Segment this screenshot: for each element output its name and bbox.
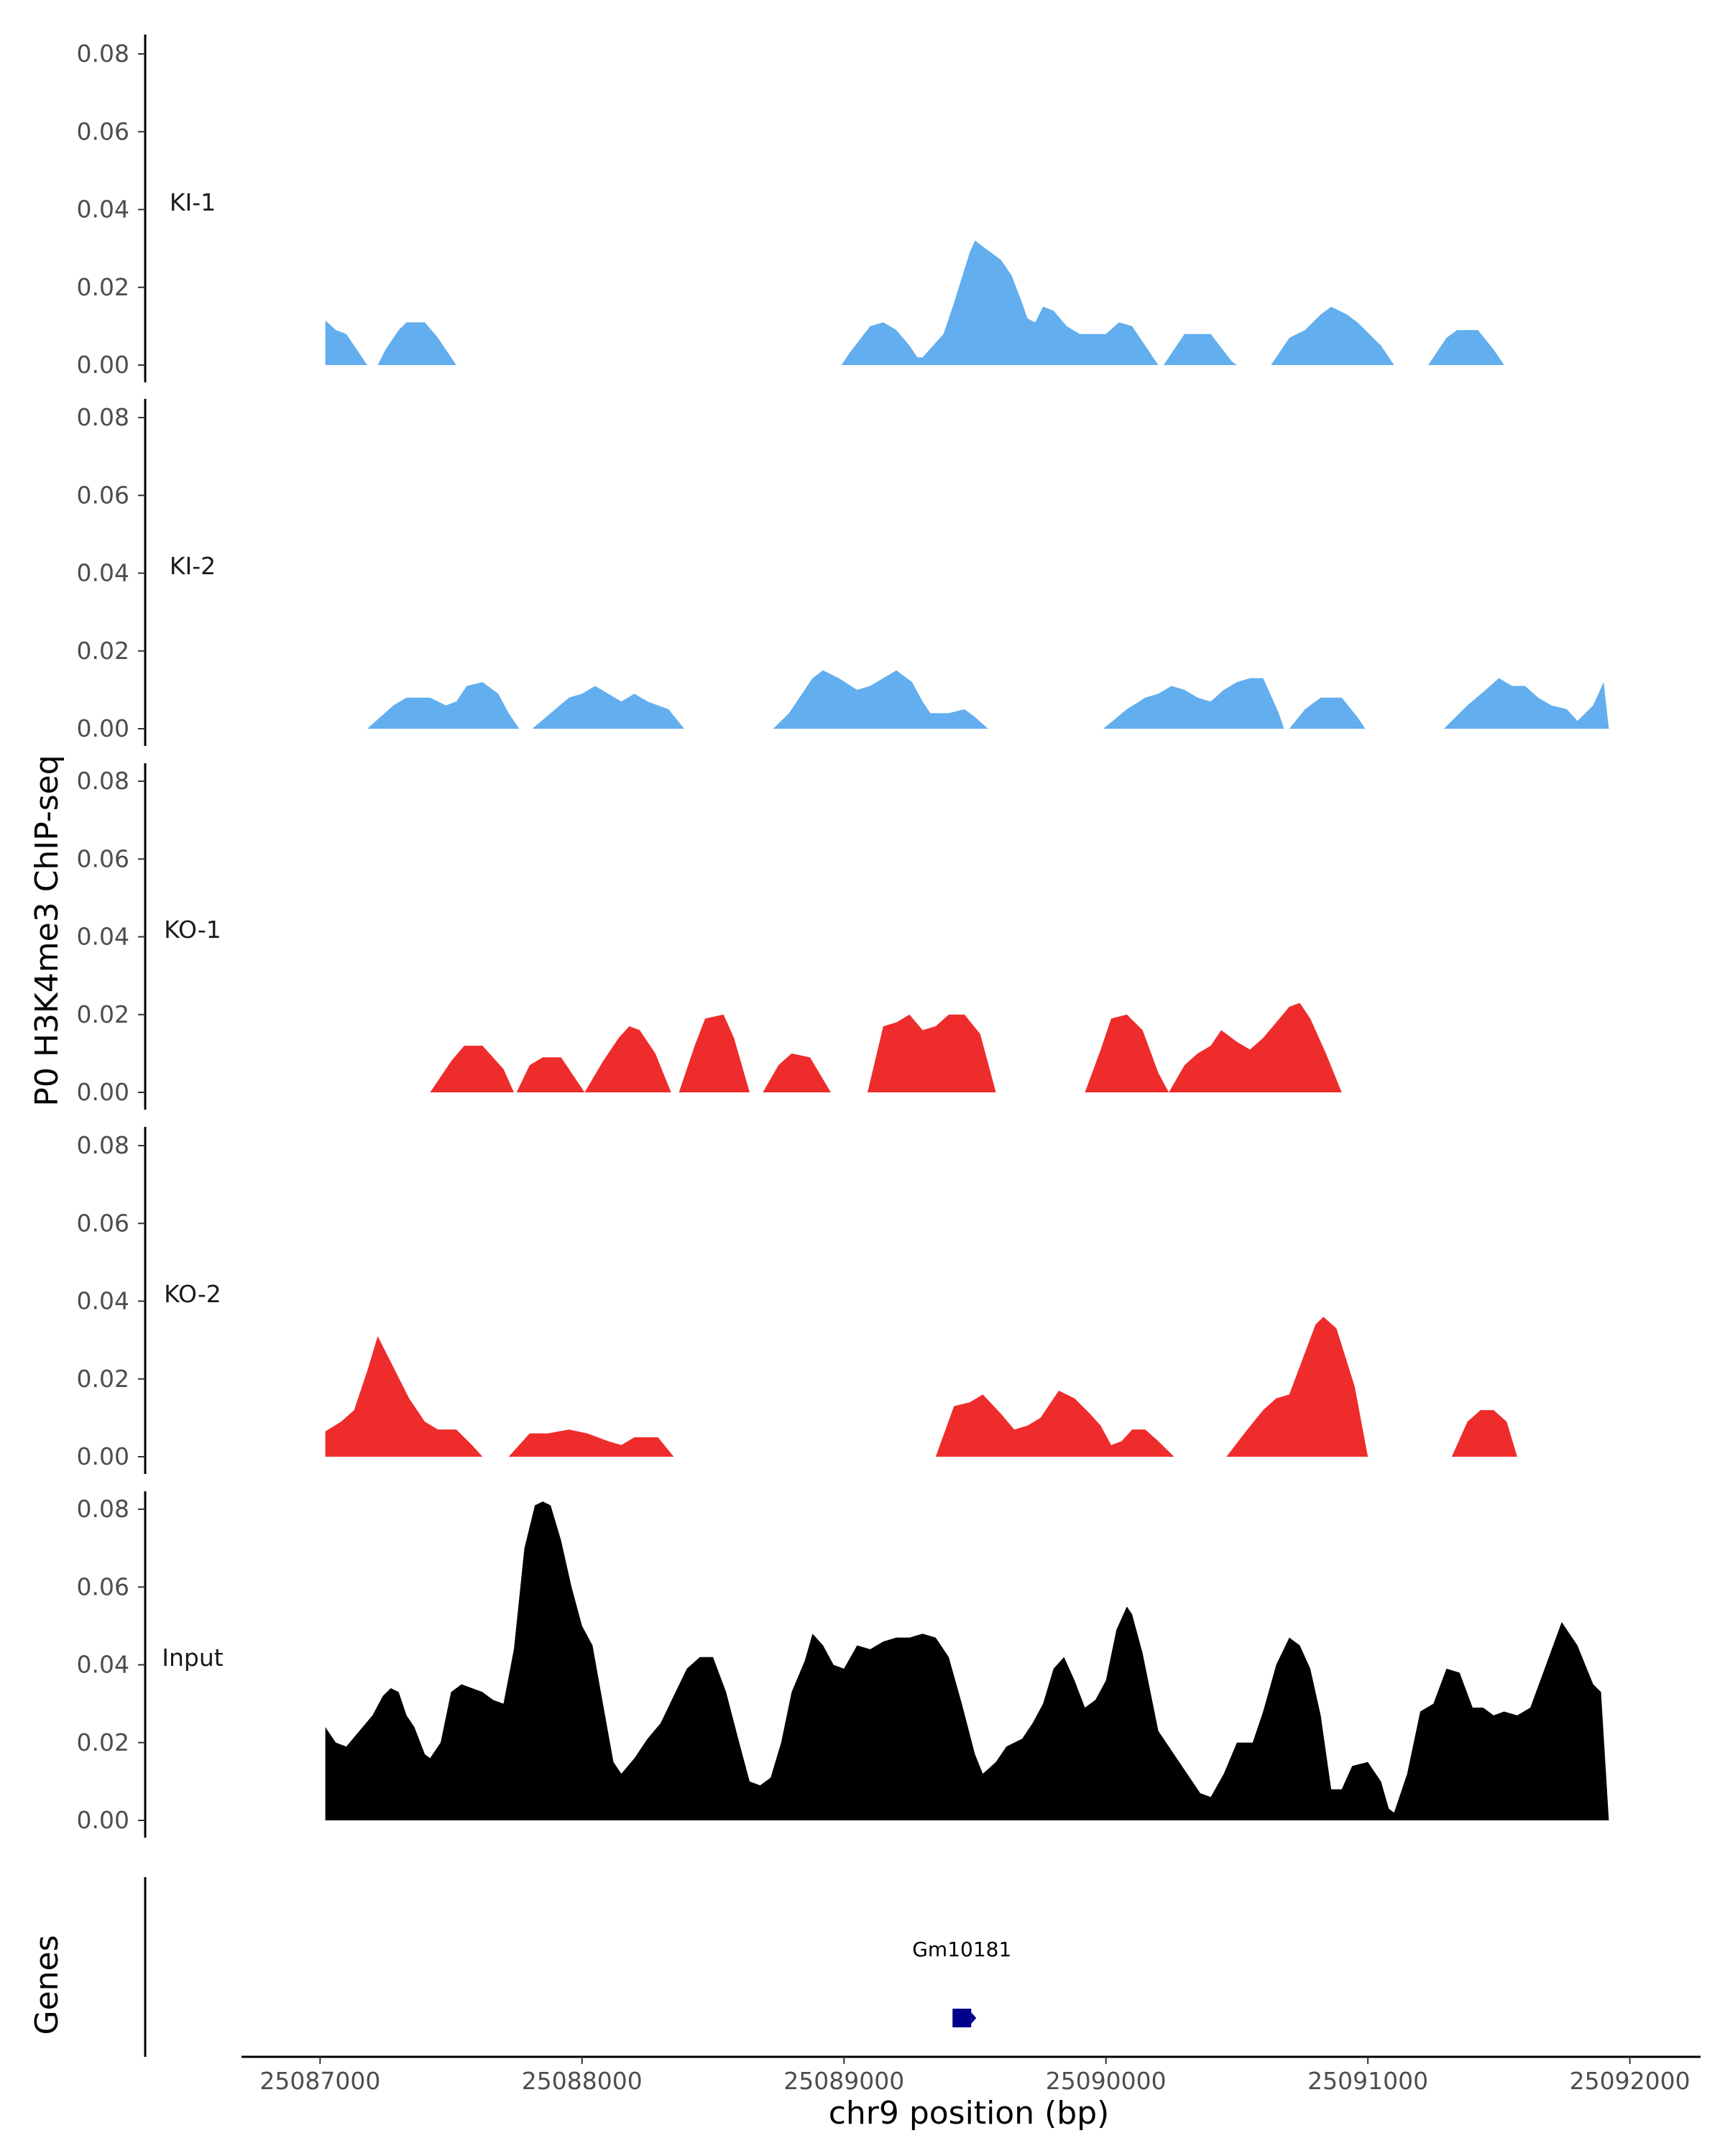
x-tick-label: 25087000	[259, 2067, 380, 2095]
signal-area-ki-1-5	[1271, 306, 1394, 365]
track-label-ki-1: KI-1	[170, 188, 216, 216]
track-ki-2: 0.00 0.02 0.04 0.06 0.08 KI-2	[77, 399, 1609, 746]
y-tick-label: 0.06	[77, 1209, 129, 1237]
signal-area-ko-2-1	[325, 1336, 483, 1457]
y-tick-label: 0.06	[77, 117, 129, 145]
track-ki-1: 0.00 0.02 0.04 0.06 0.08 KI-1	[77, 34, 1504, 382]
y-tick-label: 0.08	[77, 1131, 129, 1159]
y-tick-label: 0.08	[77, 403, 129, 431]
signal-area-ki-2-6	[1443, 678, 1609, 729]
y-axis-title: P0 H3K4me3 ChIP-seq	[29, 755, 65, 1106]
y-tick-label: 0.02	[77, 1000, 129, 1028]
x-tick-label: 25092000	[1570, 2067, 1690, 2095]
signal-area-ki-1-3	[841, 240, 1159, 365]
y-tick-label: 0.04	[77, 923, 129, 951]
signal-area-ko-1-7	[1085, 1014, 1169, 1092]
y-tick-label: 0.00	[77, 1442, 129, 1470]
y-tick-label: 0.02	[77, 1365, 129, 1393]
x-axis: 25087000 25088000 25089000 25090000 25091000…	[242, 2055, 1701, 2095]
signal-area-ki-2-5	[1289, 697, 1366, 729]
track-ko-1: 0.00 0.02 0.04 0.06 0.08 KO-1	[77, 763, 1342, 1110]
y-tick-label: 0.00	[77, 1806, 129, 1834]
track-label-ko-2: KO-2	[164, 1280, 221, 1308]
signal-area-ko-2-4	[1226, 1317, 1368, 1457]
y-tick-label: 0.04	[77, 1651, 129, 1679]
gene-strand-arrow	[971, 2012, 977, 2024]
signal-area-ki-1-1	[325, 320, 367, 365]
signal-area-ko-1-4	[678, 1014, 750, 1092]
x-axis-title: chr9 position (bp)	[829, 2095, 1110, 2132]
y-tick-label: 0.04	[77, 559, 129, 587]
y-tick-label: 0.06	[77, 1572, 129, 1600]
signal-area-ki-2-2	[532, 686, 684, 729]
signal-area-ki-2-4	[1103, 678, 1284, 729]
signal-area-ki-2-3	[773, 670, 988, 729]
y-tick-label: 0.04	[77, 1287, 129, 1315]
x-tick-label: 25090000	[1046, 2067, 1167, 2095]
signal-area-ko-1-6	[868, 1014, 996, 1092]
x-tick-label: 25089000	[783, 2067, 904, 2095]
y-tick-label: 0.02	[77, 637, 129, 665]
x-tick-label: 25088000	[522, 2067, 643, 2095]
y-tick-label: 0.02	[77, 273, 129, 301]
signal-area-input-1	[325, 1501, 1609, 1820]
signal-area-ko-2-5	[1451, 1410, 1517, 1457]
track-input: 0.00 0.02 0.04 0.06 0.08 Input	[77, 1491, 1609, 1838]
y-tick-label: 0.06	[77, 844, 129, 872]
y-tick-label: 0.06	[77, 481, 129, 509]
signal-area-ko-1-2	[516, 1057, 585, 1092]
signal-area-ko-1-1	[430, 1046, 514, 1092]
signal-area-ko-2-3	[935, 1391, 1174, 1457]
y-tick-label: 0.08	[77, 1495, 129, 1523]
signal-area-ko-2-2	[508, 1429, 674, 1457]
signal-area-ko-1-3	[584, 1026, 671, 1092]
track-label-ko-1: KO-1	[164, 916, 221, 944]
y-tick-label: 0.00	[77, 351, 129, 379]
signal-area-ko-1-8	[1169, 1003, 1342, 1092]
signal-area-ki-1-2	[377, 322, 456, 365]
y-tick-label: 0.04	[77, 195, 129, 224]
gene-track: Gm10181	[144, 1877, 1011, 2057]
y-tick-label: 0.02	[77, 1728, 129, 1756]
signal-area-ki-1-4	[1163, 333, 1237, 365]
gene-label: Gm10181	[912, 1938, 1011, 1961]
y-tick-label: 0.00	[77, 714, 129, 742]
signal-tracks: 0.00 0.02 0.04 0.06 0.08 KI-1 0.00 0.02 0.04 0.06…	[77, 34, 1609, 1838]
x-tick-label: 25091000	[1307, 2067, 1428, 2095]
signal-area-ko-1-5	[763, 1053, 831, 1092]
signal-area-ki-1-6	[1428, 330, 1504, 365]
signal-area-ki-2-1	[367, 682, 520, 729]
track-label-input: Input	[162, 1644, 224, 1672]
track-label-ki-2: KI-2	[170, 552, 216, 580]
y-tick-label: 0.00	[77, 1078, 129, 1106]
gene-body	[952, 2009, 972, 2027]
genes-axis-title: Genes	[29, 1935, 65, 2035]
y-tick-label: 0.08	[77, 767, 129, 795]
track-ko-2: 0.00 0.02 0.04 0.06 0.08 KO-2	[77, 1127, 1517, 1474]
y-tick-label: 0.08	[77, 40, 129, 68]
